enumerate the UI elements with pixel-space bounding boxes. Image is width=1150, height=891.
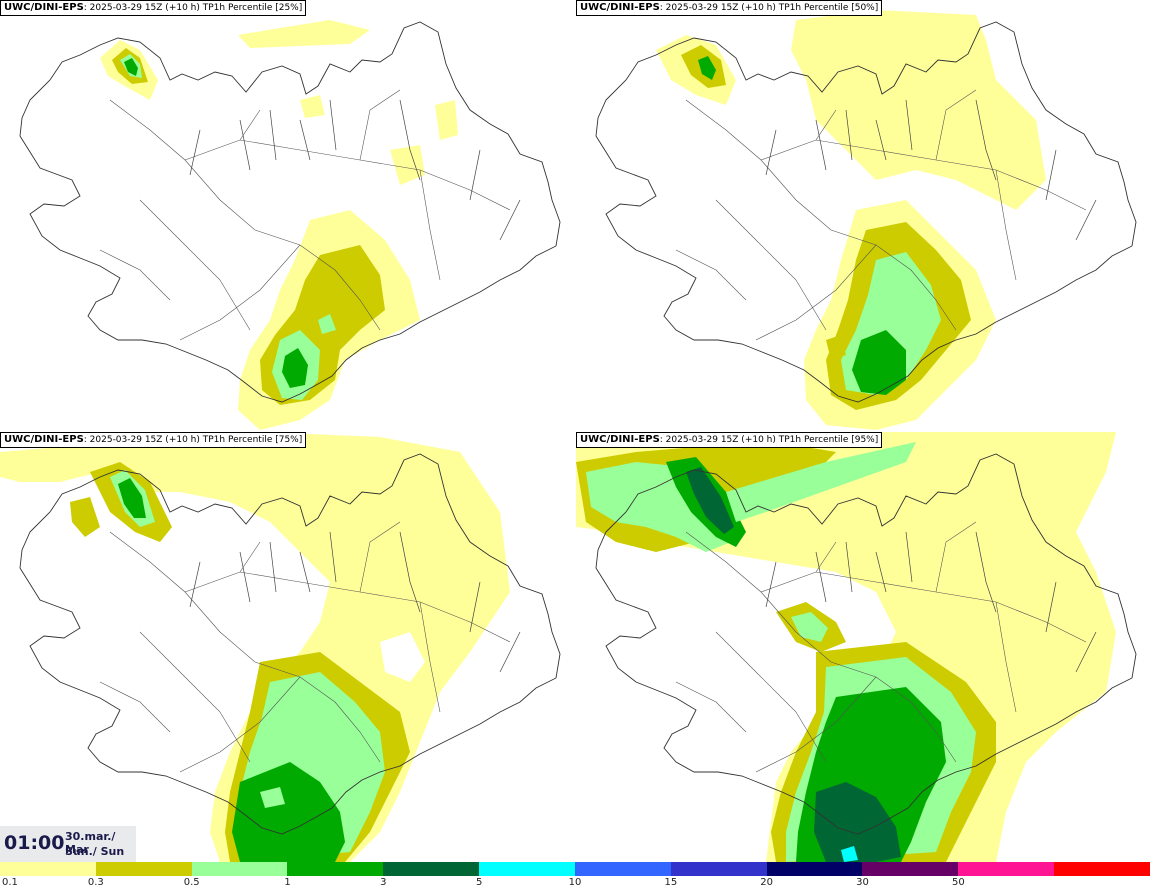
precip-map-p50 bbox=[595, 10, 1137, 430]
map-panel-p25: UWC/DINI-EPS: 2025-03-29 15Z (+10 h) TP1… bbox=[0, 0, 574, 430]
panel-title-p75: UWC/DINI-EPS: 2025-03-29 15Z (+10 h) TP1… bbox=[0, 432, 307, 448]
legend-swatch bbox=[766, 862, 863, 876]
panel-divider-horizontal bbox=[0, 430, 1150, 432]
legend-tick-label: 1 bbox=[284, 877, 291, 888]
panel-title-p50: UWC/DINI-EPS: 2025-03-29 15Z (+10 h) TP1… bbox=[576, 0, 883, 16]
model-name: UWC/DINI-EPS bbox=[4, 434, 84, 445]
valid-date: 30.mar./ Mar bbox=[65, 830, 116, 856]
valid-time-box: 01:00 30.mar./ Mar Sun./ Sun bbox=[0, 826, 136, 862]
run-info: : 2025-03-29 15Z (+10 h) TP1h Percentile… bbox=[659, 3, 879, 13]
map-panel-p95: UWC/DINI-EPS: 2025-03-29 15Z (+10 h) TP1… bbox=[576, 432, 1150, 862]
legend-tick-label: 10 bbox=[568, 877, 582, 888]
legend-swatch bbox=[670, 862, 767, 876]
legend-color-bar bbox=[0, 862, 1150, 876]
legend-swatch bbox=[383, 862, 480, 876]
valid-weekday: Sun./ Sun bbox=[65, 845, 125, 858]
precip-field bbox=[100, 20, 458, 430]
legend-swatch bbox=[862, 862, 959, 876]
precip-field bbox=[576, 432, 1116, 862]
legend-swatch bbox=[958, 862, 1055, 876]
legend-swatch bbox=[1054, 862, 1150, 876]
color-legend: 0.1 0.3 0.5 1 3 5 10 15 20 30 50 bbox=[0, 862, 1150, 891]
model-name: UWC/DINI-EPS bbox=[4, 2, 84, 13]
legend-tick-label: 0.1 bbox=[2, 877, 18, 888]
panel-title-p25: UWC/DINI-EPS: 2025-03-29 15Z (+10 h) TP1… bbox=[0, 0, 307, 16]
legend-tick-label: 3 bbox=[380, 877, 387, 888]
precip-field bbox=[656, 10, 1046, 430]
legend-tick-label: 5 bbox=[475, 877, 483, 888]
precip-map-p75 bbox=[0, 432, 561, 862]
model-name: UWC/DINI-EPS bbox=[580, 2, 660, 13]
run-info: : 2025-03-29 15Z (+10 h) TP1h Percentile… bbox=[83, 435, 303, 445]
legend-swatch bbox=[191, 862, 288, 876]
valid-time: 01:00 bbox=[4, 832, 65, 854]
precip-map-p25 bbox=[19, 20, 561, 430]
map-panel-p75: UWC/DINI-EPS: 2025-03-29 15Z (+10 h) TP1… bbox=[0, 432, 574, 862]
run-info: : 2025-03-29 15Z (+10 h) TP1h Percentile… bbox=[659, 435, 879, 445]
legend-swatch bbox=[574, 862, 671, 876]
run-info: : 2025-03-29 15Z (+10 h) TP1h Percentile… bbox=[83, 3, 303, 13]
legend-tick-label: 0.3 bbox=[87, 877, 104, 888]
precip-map-p95 bbox=[576, 432, 1137, 862]
legend-swatch bbox=[0, 862, 96, 876]
legend-swatch bbox=[479, 862, 575, 876]
legend-swatch bbox=[287, 862, 384, 876]
legend-swatch bbox=[95, 862, 192, 876]
panel-title-p95: UWC/DINI-EPS: 2025-03-29 15Z (+10 h) TP1… bbox=[576, 432, 883, 448]
legend-tick-label: 30 bbox=[856, 877, 869, 888]
legend-tick-label: 0.5 bbox=[183, 877, 200, 888]
map-panel-p50: UWC/DINI-EPS: 2025-03-29 15Z (+10 h) TP1… bbox=[576, 0, 1150, 430]
legend-tick-label: 15 bbox=[664, 877, 678, 888]
model-name: UWC/DINI-EPS bbox=[580, 434, 660, 445]
precip-field bbox=[0, 432, 510, 862]
legend-tick-label: 20 bbox=[760, 877, 774, 888]
legend-tick-label: 50 bbox=[951, 877, 965, 888]
